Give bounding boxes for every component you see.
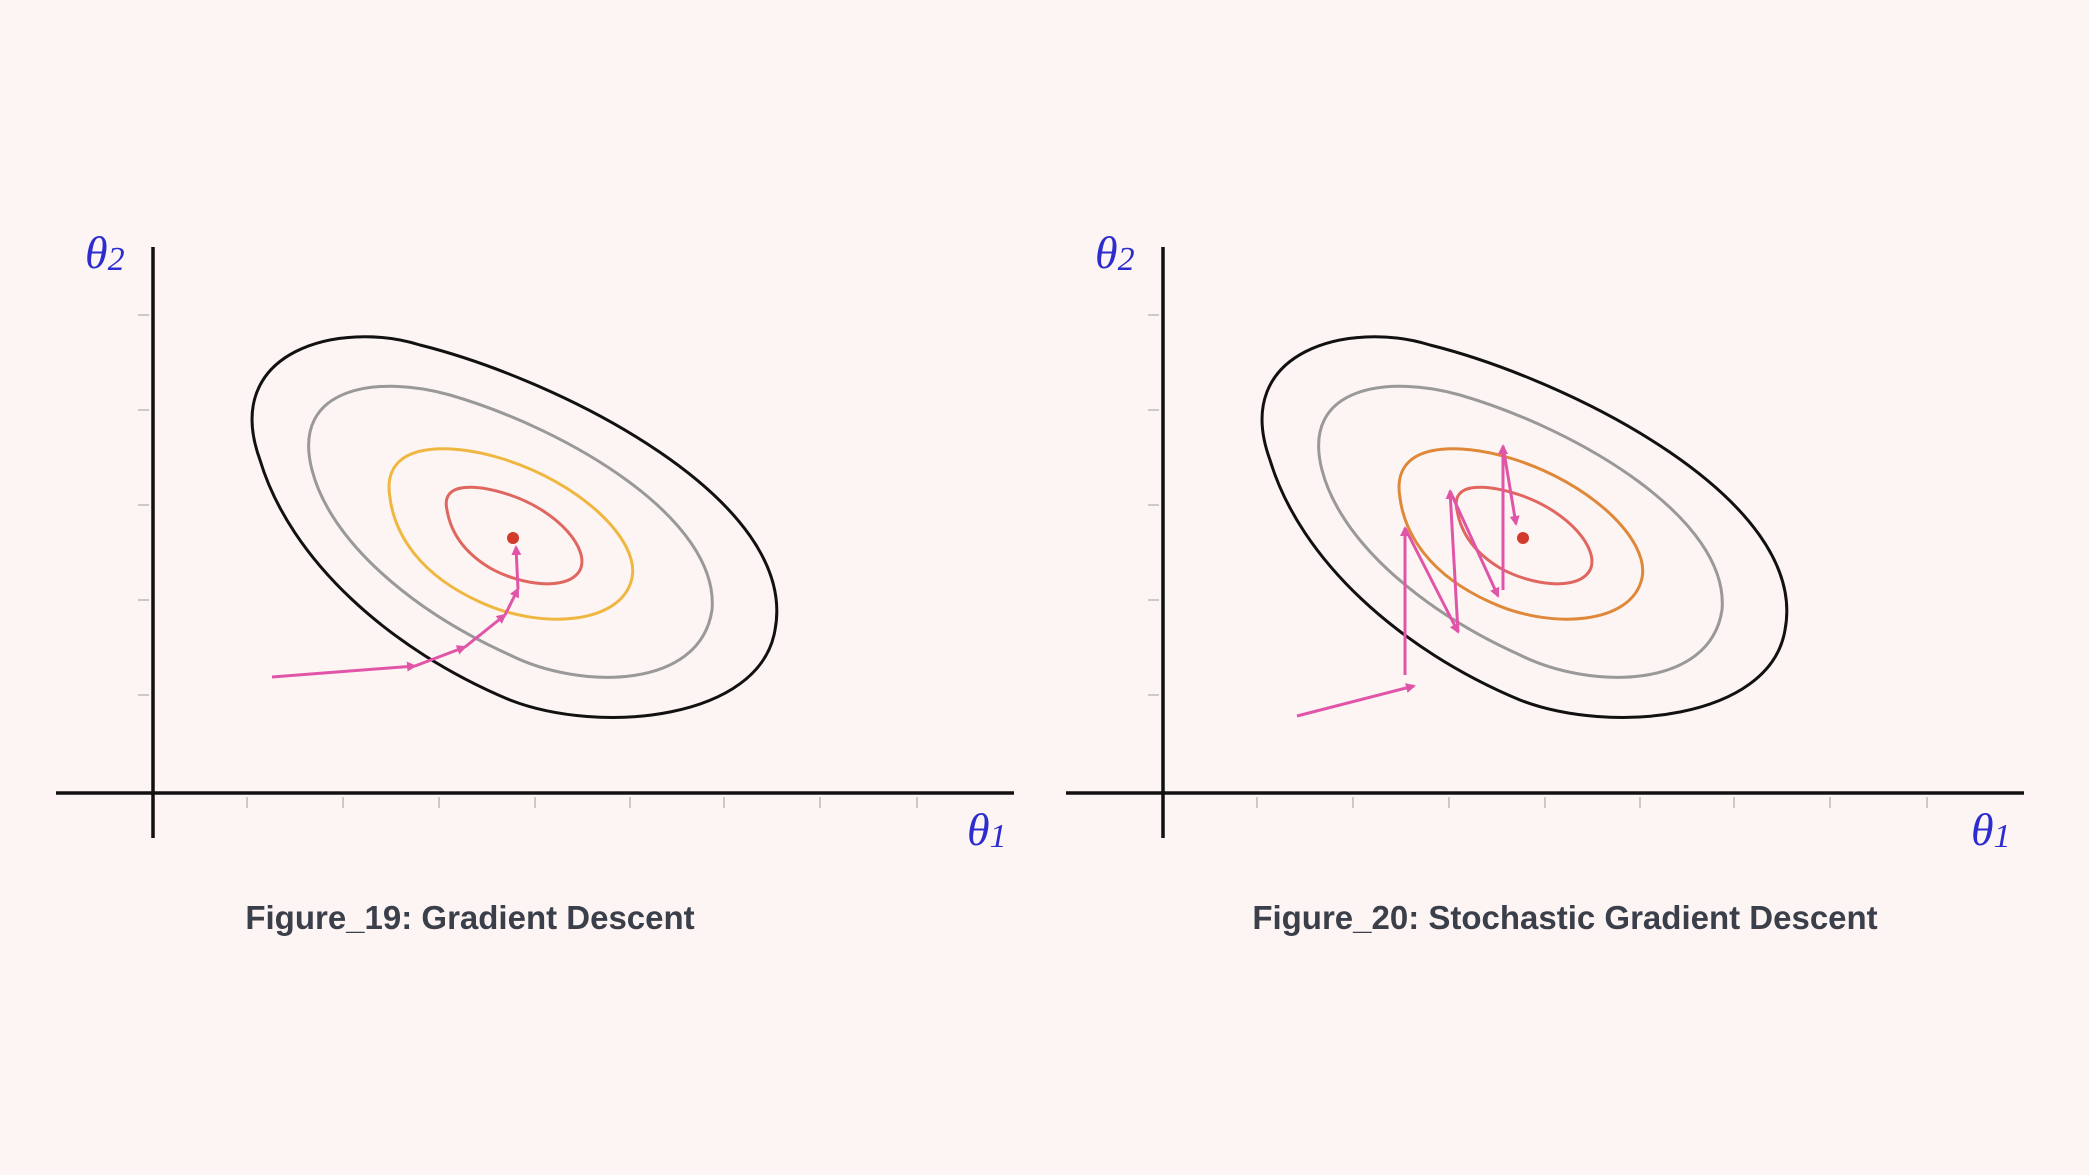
descent-step-7 (1501, 445, 1520, 526)
y-axis-label: θ2 (1095, 227, 1135, 278)
descent-step-3 (1403, 527, 1460, 634)
descent-step-5 (511, 545, 522, 590)
panel-gradient-descent: θ2 θ1 Figure_19: Gradient Descent (56, 227, 1014, 936)
contour-outer (250, 335, 779, 719)
contour-inner (1454, 485, 1594, 586)
x-axis-label: θ1 (1971, 804, 2011, 855)
descent-step-1 (271, 661, 417, 679)
axes (1066, 247, 2024, 838)
figure-caption: Figure_19: Gradient Descent (245, 899, 694, 936)
contour-second (307, 384, 714, 679)
descent-step-4 (503, 587, 520, 616)
descent-step-5 (1448, 490, 1500, 598)
descent-step-1 (1296, 683, 1416, 718)
x-ticks (246, 797, 918, 808)
y-ticks (138, 314, 149, 696)
descent-step-3 (464, 613, 507, 649)
descent-path (1296, 444, 1520, 718)
descent-path (271, 545, 522, 679)
figure-caption: Figure_20: Stochastic Gradient Descent (1252, 899, 1877, 936)
contour-outer (1260, 335, 1789, 719)
minimum-point (1517, 532, 1529, 544)
x-axis-label: θ1 (967, 804, 1007, 855)
contour-second (1317, 384, 1724, 679)
contour-lines (250, 335, 779, 719)
y-ticks (1148, 314, 1159, 696)
contour-lines (1260, 335, 1789, 719)
contour-inner (444, 485, 584, 586)
axes (56, 247, 1014, 838)
panel-stochastic-gradient-descent: θ2 θ1 Figure_20: Stochastic Gradient Des… (1066, 227, 2024, 936)
descent-step-4 (1445, 489, 1460, 633)
contour-third (387, 447, 635, 621)
contour-third (1397, 447, 1645, 621)
y-axis-label: θ2 (85, 227, 125, 278)
minimum-point (507, 532, 519, 544)
x-ticks (1256, 797, 1928, 808)
descent-step-2 (414, 645, 467, 668)
